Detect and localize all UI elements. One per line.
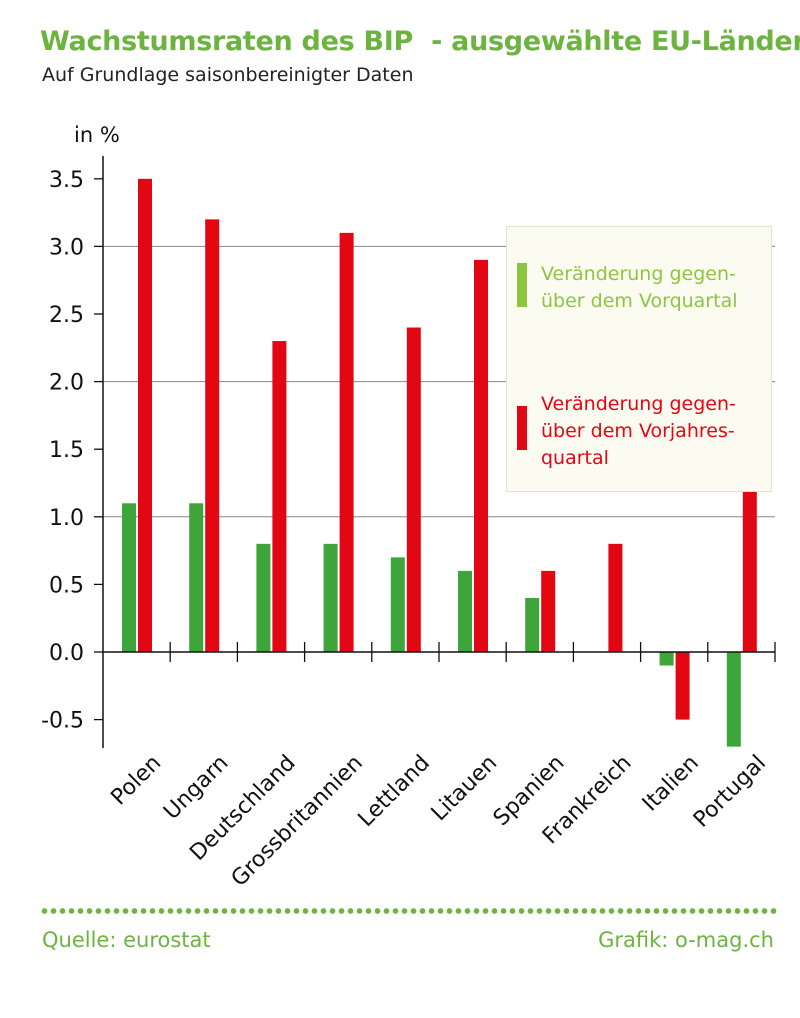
bar-vorquartal xyxy=(458,570,472,652)
bar-vorjahresquartal xyxy=(205,219,220,653)
y-tick-label: 1.0 xyxy=(49,506,84,531)
bar-vorjahresquartal xyxy=(742,489,757,652)
x-tick-label: Portugal xyxy=(689,751,771,833)
bar-vorquartal xyxy=(390,557,405,652)
bar-chart: in %-0.50.00.51.01.52.02.53.03.5PolenUng… xyxy=(41,123,776,892)
bar-vorjahresquartal xyxy=(474,259,488,652)
x-tick-label: Lettland xyxy=(354,751,435,832)
y-tick-label: 0.5 xyxy=(49,573,84,598)
y-tick-label: 2.5 xyxy=(49,303,84,328)
y-tick-label: -0.5 xyxy=(41,709,84,734)
chart-title: Wachstumsraten des BIP - ausgewählte EU-… xyxy=(40,26,800,57)
legend: Veränderung gegen- über dem Vorquartal V… xyxy=(506,226,772,492)
bar-vorjahresquartal xyxy=(608,543,623,652)
bar-vorquartal xyxy=(323,543,338,652)
bar-vorquartal xyxy=(525,597,540,652)
bar-vorquartal xyxy=(122,503,136,652)
footer-divider xyxy=(40,908,778,914)
x-tick-label: Italien xyxy=(638,751,704,817)
bar-vorjahresquartal xyxy=(339,232,354,652)
y-tick-label: 1.5 xyxy=(49,438,84,463)
bar-vorjahresquartal xyxy=(541,570,556,652)
y-tick-label: 0.0 xyxy=(49,641,84,666)
bar-vorquartal xyxy=(726,652,741,747)
y-tick-label: 3.5 xyxy=(49,168,84,193)
bar-vorquartal xyxy=(189,503,204,652)
bar-vorquartal xyxy=(256,543,271,652)
y-axis-label: in % xyxy=(74,123,120,147)
bar-vorjahresquartal xyxy=(138,178,152,653)
y-tick-label: 2.0 xyxy=(49,371,84,396)
bar-vorquartal xyxy=(659,652,674,666)
bar-vorjahresquartal xyxy=(406,327,421,652)
chart-subtitle: Auf Grundlage saisonbereinigter Daten xyxy=(42,64,414,86)
y-tick-label: 3.0 xyxy=(49,235,84,260)
bar-vorjahresquartal xyxy=(675,652,690,720)
x-tick-label: Grossbritannien xyxy=(227,751,368,892)
legend-label-red: Veränderung gegen- über dem Vorjahres- q… xyxy=(541,393,736,469)
x-tick-label: Polen xyxy=(106,751,166,811)
bar-vorjahresquartal xyxy=(272,341,287,652)
legend-label-green: Veränderung gegen- über dem Vorquartal xyxy=(541,263,738,312)
legend-swatch-green xyxy=(517,263,527,307)
legend-swatch-red xyxy=(517,406,527,450)
source-label: Quelle: eurostat xyxy=(42,928,211,952)
credit-label: Grafik: o-mag.ch xyxy=(598,928,774,952)
